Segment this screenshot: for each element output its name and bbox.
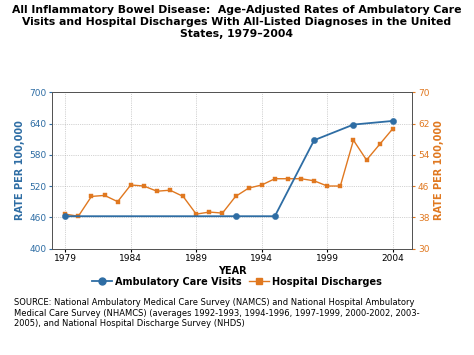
Text: SOURCE: National Ambulatory Medical Care Survey (NAMCS) and National Hospital Am: SOURCE: National Ambulatory Medical Care… [14, 298, 420, 328]
X-axis label: YEAR: YEAR [218, 266, 246, 276]
Text: All Inflammatory Bowel Disease:  Age-Adjusted Rates of Ambulatory Care
Visits an: All Inflammatory Bowel Disease: Age-Adju… [12, 5, 462, 39]
Y-axis label: RATE PER 100,000: RATE PER 100,000 [434, 120, 444, 220]
Y-axis label: RATE PER 100,000: RATE PER 100,000 [15, 120, 25, 220]
Legend: Ambulatory Care Visits, Hospital Discharges: Ambulatory Care Visits, Hospital Dischar… [89, 273, 385, 291]
